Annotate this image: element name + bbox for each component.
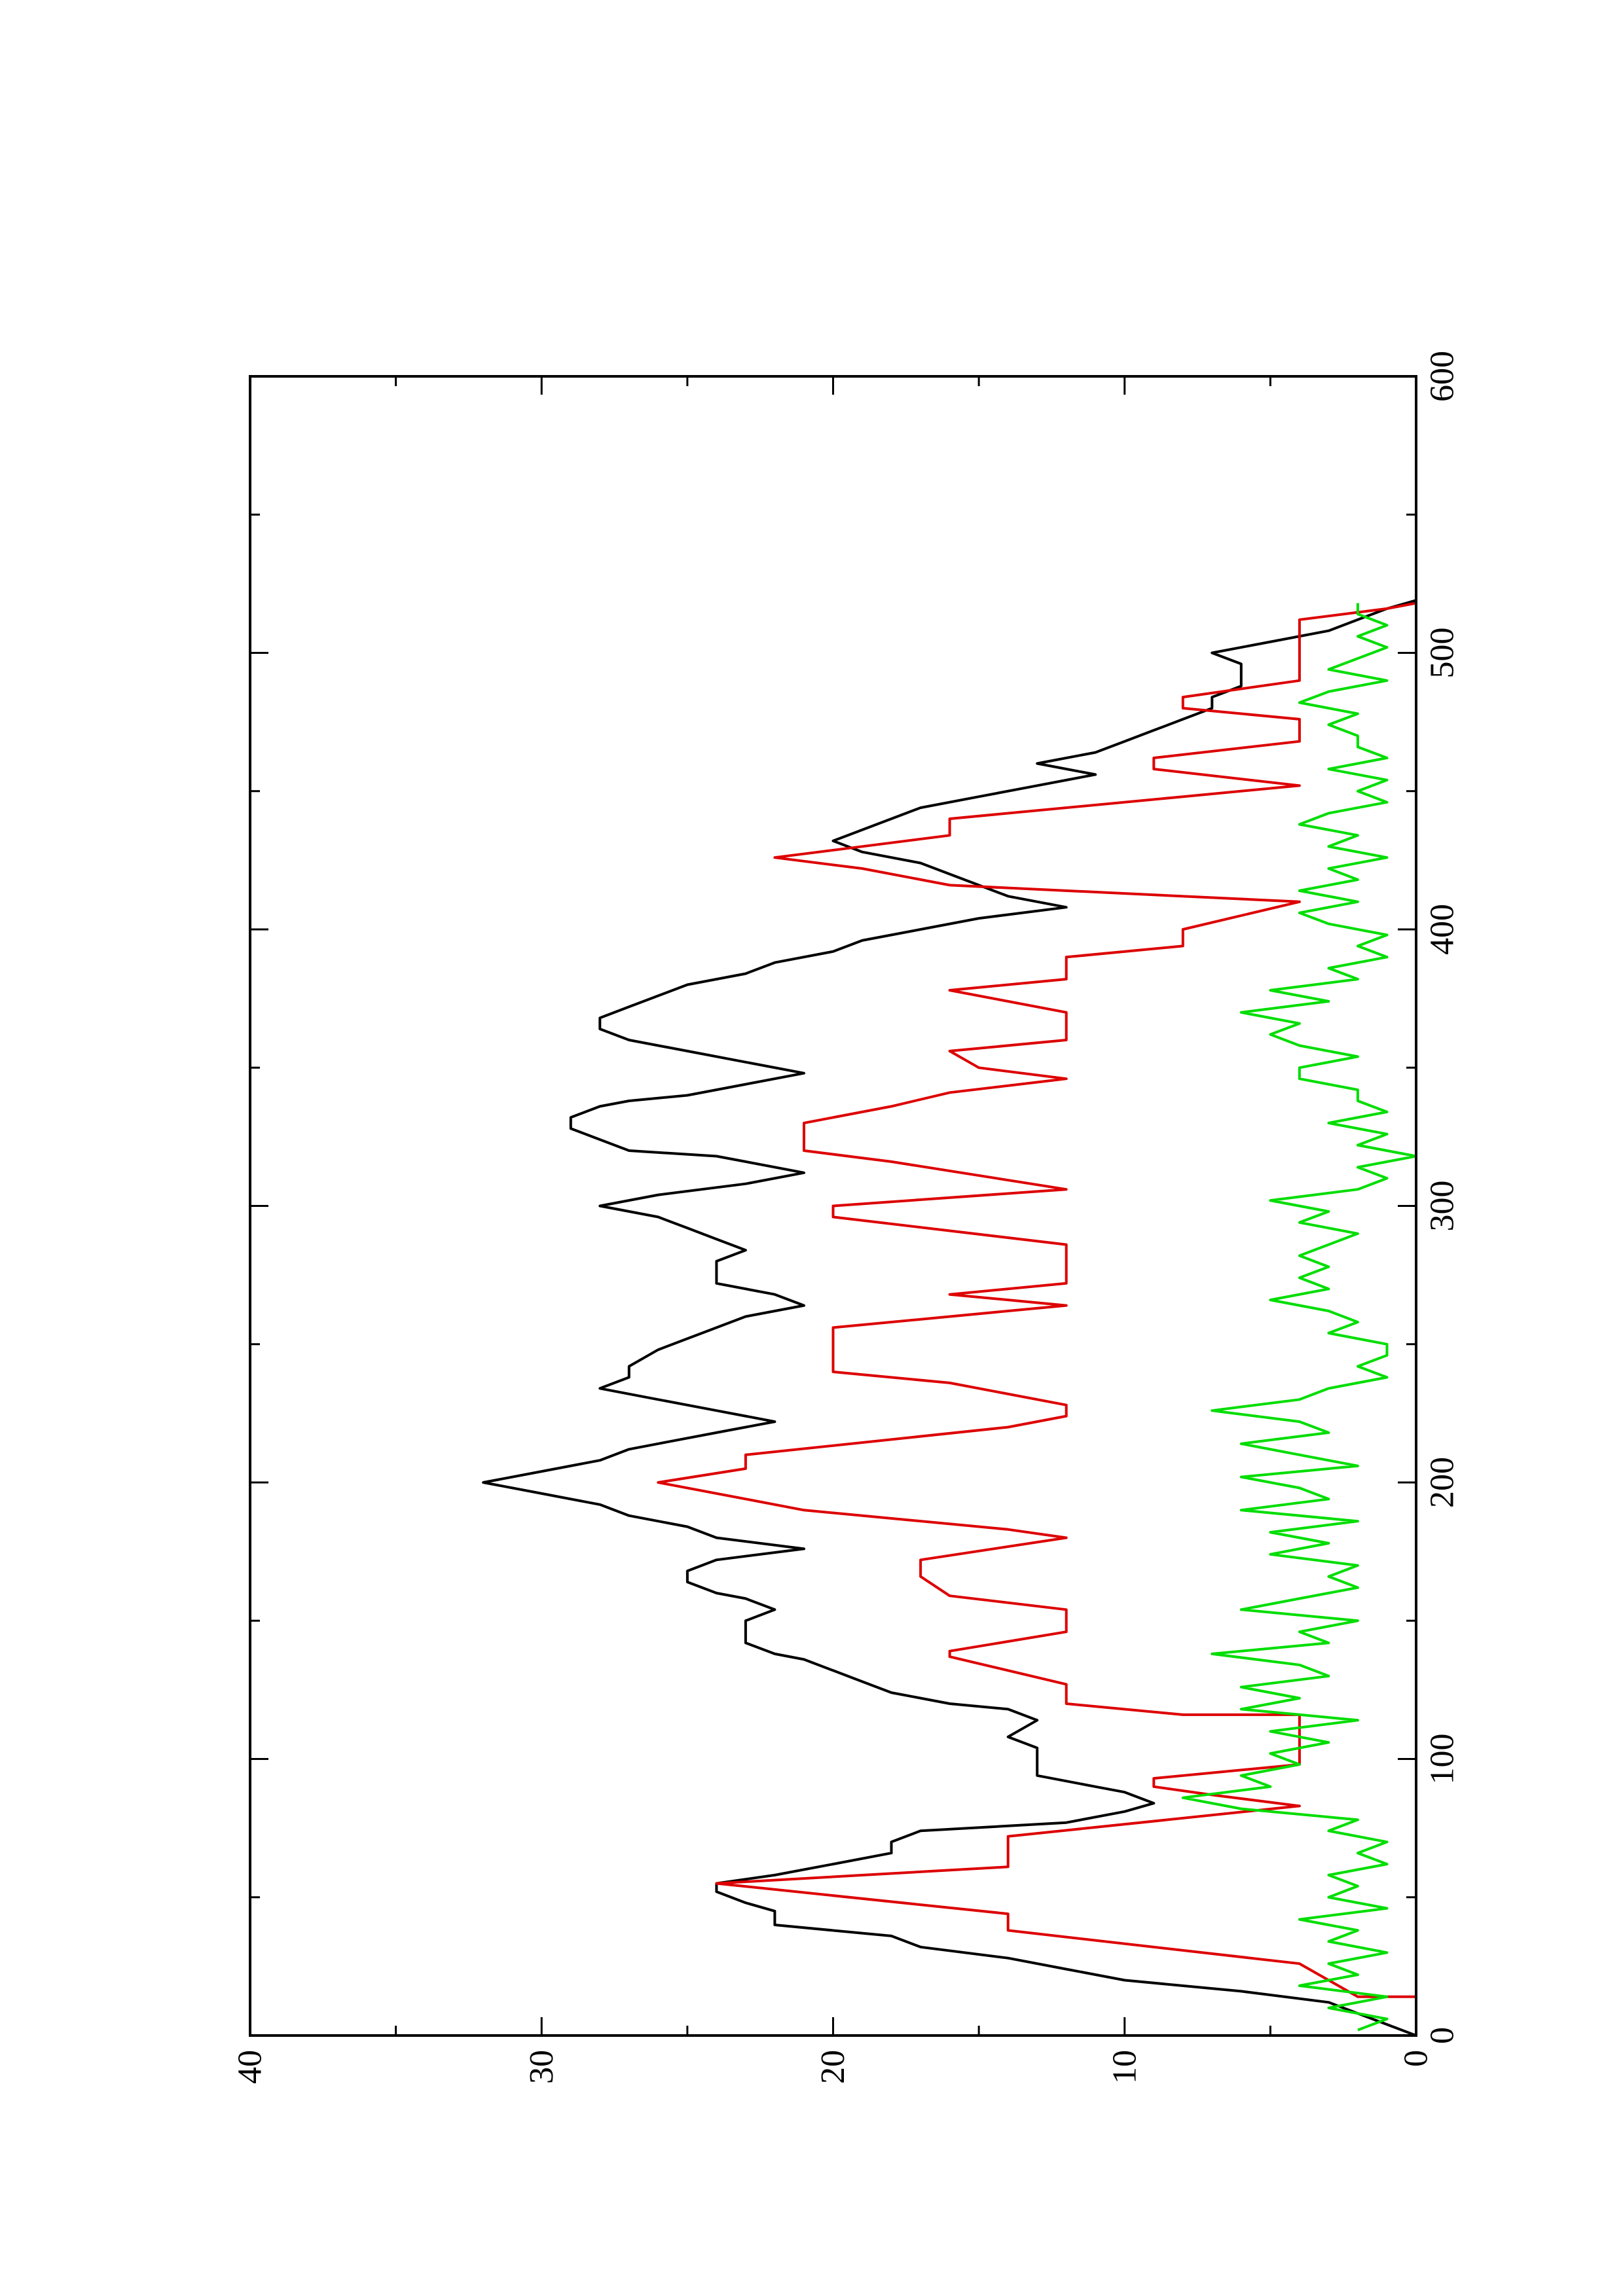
plot-frame bbox=[249, 375, 1417, 2037]
x-tick-label: 400 bbox=[1424, 904, 1461, 955]
tick-labels: 0 100 200 300 400 500 600 0 10 20 30 40 bbox=[232, 351, 1461, 2084]
series-line-3 bbox=[1181, 603, 1417, 2032]
x-tick-label: 500 bbox=[1424, 628, 1461, 679]
x-tick-label: 600 bbox=[1424, 351, 1461, 402]
series-line-1 bbox=[482, 599, 1417, 2037]
x-tick-label: 300 bbox=[1424, 1181, 1461, 1232]
y-tick-label: 10 bbox=[1106, 2050, 1143, 2084]
x-tick-label: 100 bbox=[1424, 1734, 1461, 1785]
x-tick-label: 0 bbox=[1424, 2027, 1461, 2044]
y-tick-label: 40 bbox=[232, 2050, 269, 2084]
x-tick-label: 200 bbox=[1424, 1457, 1461, 1508]
y-tick-label: 20 bbox=[814, 2050, 852, 2084]
series-line-2 bbox=[657, 601, 1417, 2036]
y-tick-label: 30 bbox=[523, 2050, 560, 2084]
y-tick-label: 0 bbox=[1398, 2050, 1435, 2067]
series-layer bbox=[482, 599, 1417, 2037]
